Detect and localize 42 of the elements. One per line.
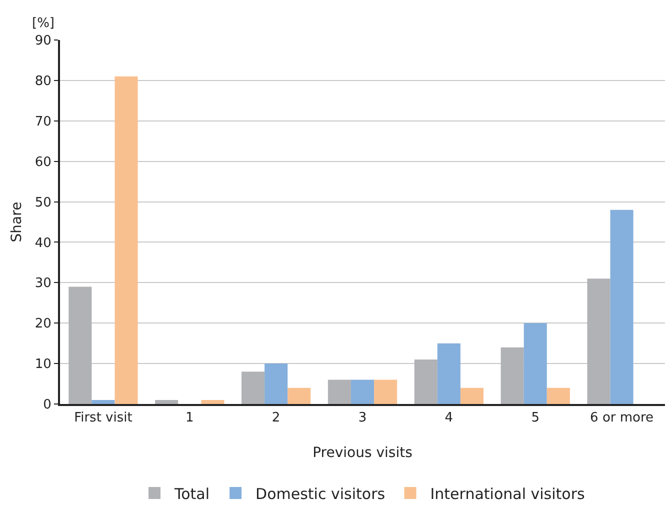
bar (68, 286, 92, 404)
bar (460, 388, 484, 404)
bar (264, 364, 288, 404)
bar (328, 380, 351, 404)
bar (288, 388, 311, 404)
y-tick-label: 30 (34, 276, 52, 292)
y-tick-label: 90 (34, 34, 52, 49)
x-tick-label: 6 or more (590, 410, 654, 426)
x-axis-title: Previous visits (312, 445, 412, 461)
y-tick-label: 20 (34, 316, 52, 332)
bar (610, 210, 634, 404)
x-tick-label: 2 (272, 410, 280, 426)
x-tick-label: 1 (186, 410, 194, 426)
bar (524, 323, 547, 404)
bar (114, 76, 138, 404)
text: [%] (32, 16, 54, 31)
y-tick-label: 70 (34, 114, 52, 130)
bar (155, 400, 178, 404)
y-tick-label: 80 (34, 74, 52, 89)
y-axis-title: Share (9, 202, 25, 242)
y-tick-label: 40 (34, 236, 52, 251)
bar (242, 372, 265, 404)
x-tick-label: 5 (531, 410, 540, 426)
y-tick-label: 50 (34, 195, 52, 210)
legend-label: Total (174, 484, 210, 503)
bar (500, 347, 524, 404)
bar (350, 380, 374, 404)
legend-label: Domestic visitors (256, 484, 386, 503)
bar (92, 400, 115, 404)
bar (201, 400, 224, 404)
bar (414, 360, 438, 404)
x-tick-label: First visit (74, 410, 132, 426)
bar (587, 278, 610, 404)
x-tick-label: 4 (444, 410, 454, 426)
y-tick-label: 0 (43, 398, 52, 413)
y-tick-label: 60 (34, 154, 52, 170)
y-tick-label: 10 (34, 357, 52, 372)
bar (546, 388, 570, 404)
x-tick-label: 3 (358, 410, 367, 426)
legend-label: International visitors (430, 484, 585, 503)
bar (437, 343, 460, 404)
bar (374, 380, 398, 404)
